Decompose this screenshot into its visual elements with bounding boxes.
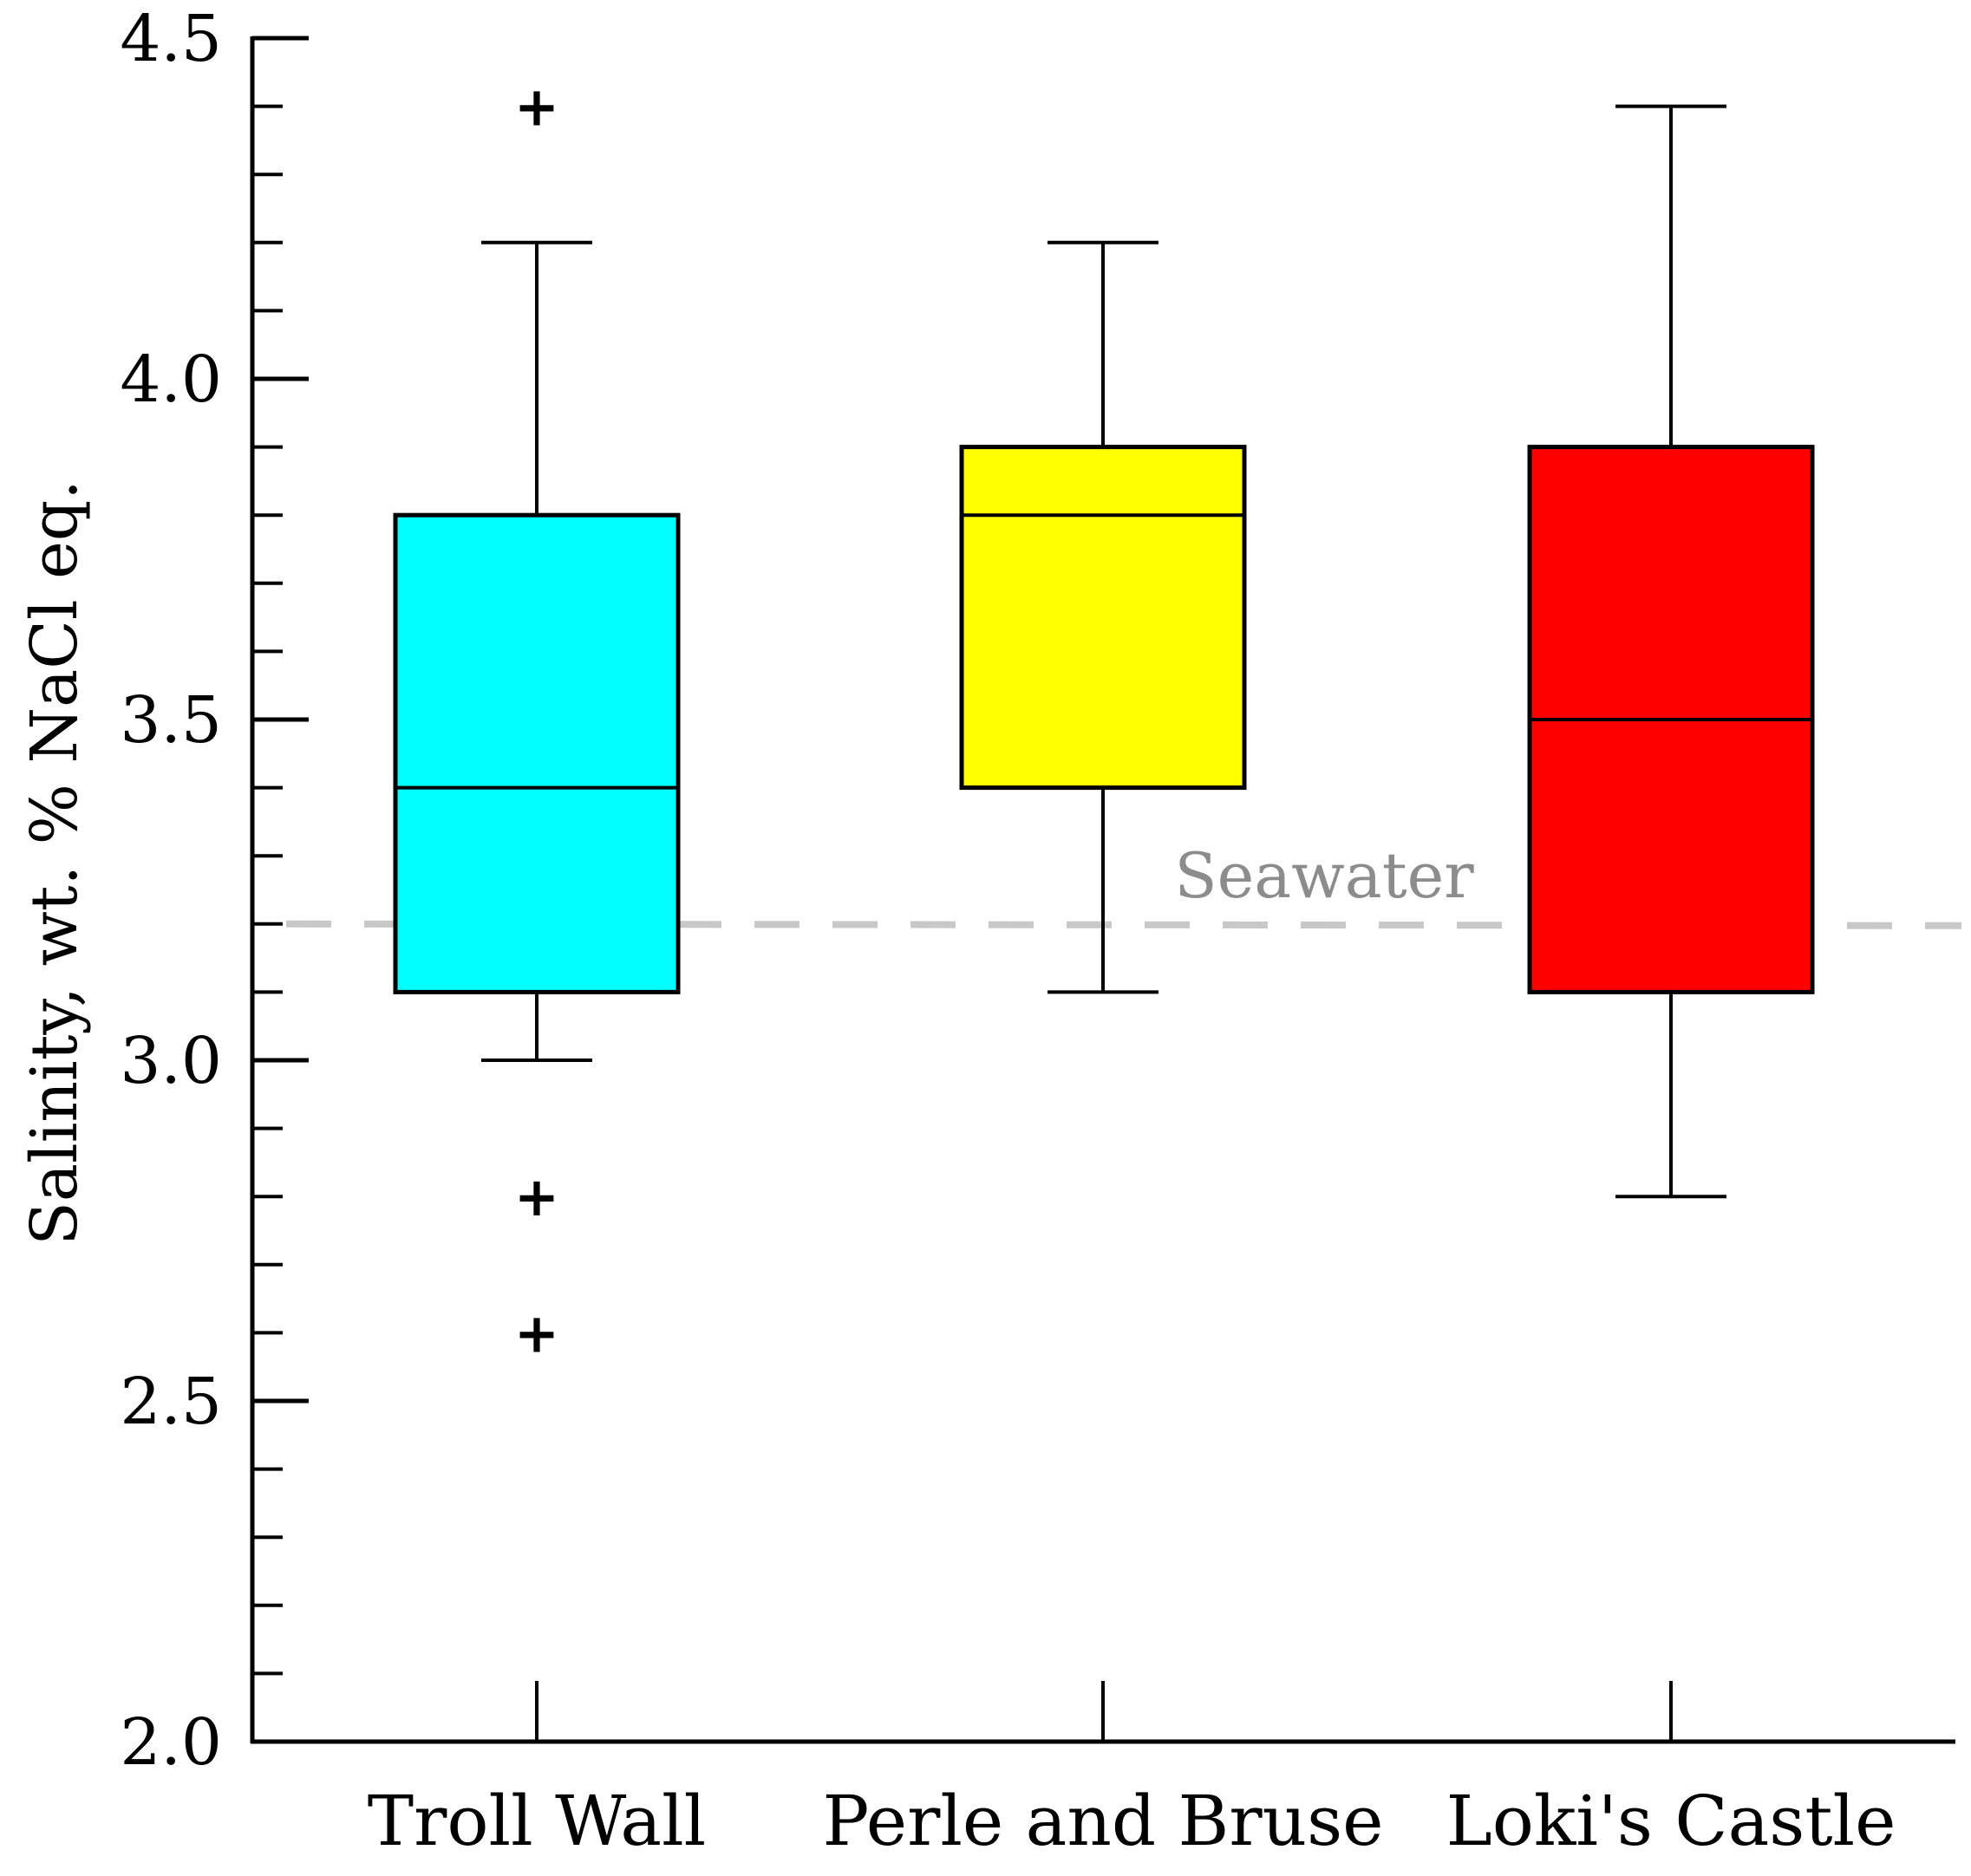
y-tick-label: 4.5	[120, 2, 222, 76]
x-category-label: Loki's Castle	[1446, 1781, 1896, 1861]
troll-wall-outlier-1: +	[514, 75, 559, 139]
axes-layer: 2.0 2.5 3.0 3.5 4.0 4.5 Troll Wall Perle and Br…	[120, 2, 1955, 1861]
y-tick-label: 3.5	[120, 683, 222, 758]
y-tick-label: 4.0	[120, 342, 222, 417]
x-category-label: Troll Wall	[368, 1781, 707, 1861]
troll-wall-outlier-2: +	[514, 1165, 559, 1228]
x-category-label: Perle and Bruse	[823, 1781, 1384, 1861]
y-tick-label: 2.5	[120, 1365, 222, 1439]
troll-wall-outlier-3: +	[514, 1301, 559, 1365]
y-tick-label: 3.0	[120, 1024, 222, 1098]
perle-and-bruse-box	[959, 445, 1247, 791]
y-axis-label: Salinity, wt. % NaCl eq.	[17, 479, 92, 1246]
boxes-layer: + + +	[393, 75, 1815, 1365]
y-tick-label: 2.0	[120, 1705, 222, 1780]
seawater-label: Seawater	[1174, 839, 1474, 912]
troll-wall-box	[393, 512, 681, 994]
